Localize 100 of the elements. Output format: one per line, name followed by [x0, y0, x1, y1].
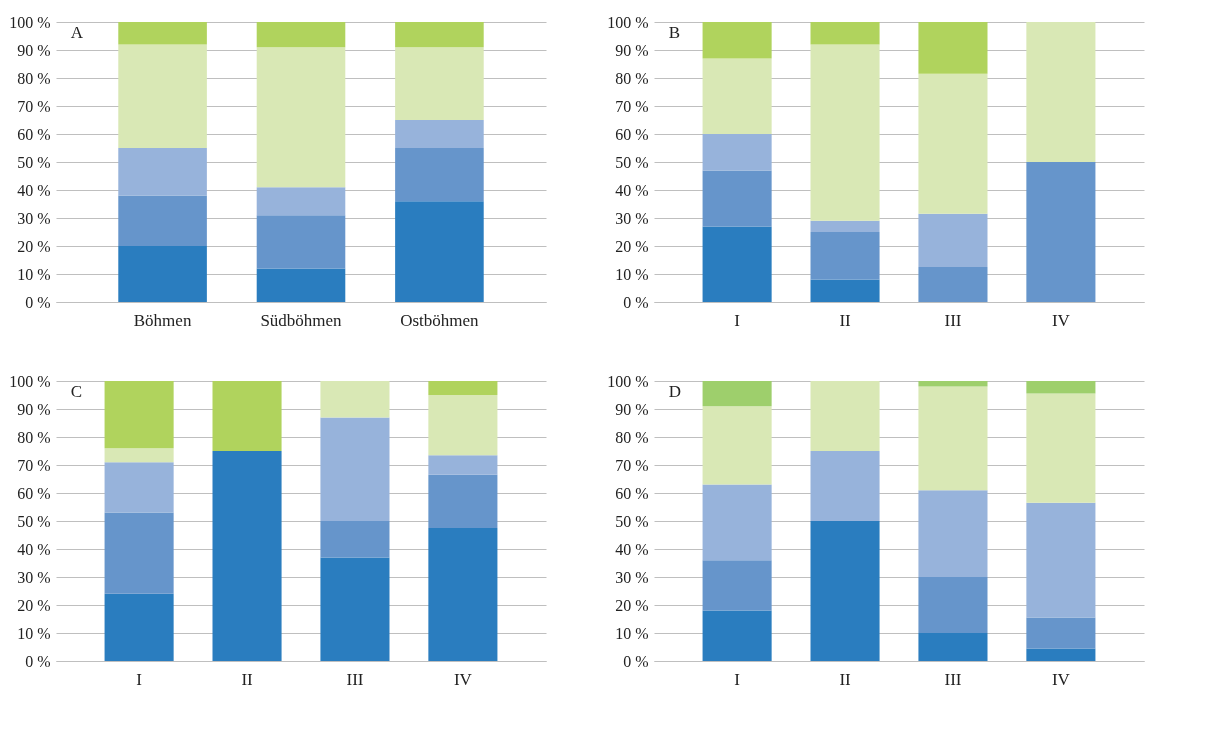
bar [702, 381, 772, 407]
x-tick-label: IV [1051, 310, 1071, 330]
bar [118, 22, 207, 45]
bar [320, 381, 390, 418]
y-tick-label: 30 % [17, 209, 51, 227]
x-tick-label: Südböhmen [260, 310, 343, 330]
bar [395, 22, 484, 48]
y-tick-label: 10 % [17, 265, 51, 283]
y-tick-label: 20 % [17, 596, 51, 614]
bar [702, 22, 772, 59]
x-tick-label: IV [453, 669, 473, 689]
y-tick-label: 90 % [615, 400, 649, 418]
bar [1026, 502, 1096, 618]
bar [104, 593, 174, 661]
x-tick-label: II [839, 310, 852, 330]
chart-title: B [668, 23, 681, 42]
y-tick-label: 10 % [17, 624, 51, 642]
x-tick-label: I [136, 669, 143, 689]
y-tick-label: 50 % [615, 512, 649, 530]
x-tick-label: III [944, 669, 962, 689]
bar [1026, 381, 1096, 394]
bar [428, 395, 498, 456]
y-tick-label: 30 % [615, 568, 649, 586]
bar [428, 381, 498, 395]
y-tick-label: 20 % [615, 596, 649, 614]
bar [702, 134, 772, 171]
y-tick-label: 80 % [17, 428, 51, 446]
x-tick-label: Ostböhmen [400, 310, 480, 330]
x-tick-label: IV [1051, 669, 1071, 689]
y-tick-label: 80 % [615, 69, 649, 87]
bar [104, 381, 174, 449]
chart-title: D [668, 382, 681, 401]
chart-title: A [70, 23, 84, 42]
y-tick-label: 90 % [17, 41, 51, 59]
x-tick-label: III [944, 310, 962, 330]
bar [810, 381, 880, 451]
chart-title: C [70, 382, 83, 401]
bar [118, 195, 207, 246]
y-tick-label: 30 % [17, 568, 51, 586]
y-tick-label: 40 % [615, 181, 649, 199]
y-tick-label: 70 % [615, 97, 649, 115]
bar [702, 406, 772, 485]
bar [702, 170, 772, 227]
bar [918, 213, 988, 267]
bar [256, 268, 346, 302]
y-tick-label: 0 % [25, 293, 51, 311]
bar [918, 73, 988, 214]
bar [1026, 648, 1096, 661]
y-tick-label: 50 % [615, 153, 649, 171]
y-tick-label: 50 % [17, 512, 51, 530]
bar [256, 215, 346, 269]
y-tick-label: 80 % [17, 69, 51, 87]
bar [810, 451, 880, 521]
bar [810, 22, 880, 45]
x-tick-label: II [241, 669, 254, 689]
bar [395, 120, 484, 148]
bar [810, 220, 880, 232]
bar [702, 610, 772, 661]
bar [320, 521, 390, 558]
bar [918, 386, 988, 491]
y-tick-label: 70 % [17, 456, 51, 474]
y-tick-label: 100 % [9, 13, 51, 31]
bar [810, 232, 880, 280]
bar [428, 474, 498, 528]
bar [104, 512, 174, 594]
y-tick-label: 20 % [17, 237, 51, 255]
y-tick-label: 80 % [615, 428, 649, 446]
y-tick-label: 20 % [615, 237, 649, 255]
bar [395, 148, 484, 202]
bar [918, 633, 988, 661]
bar [918, 381, 988, 387]
bar [104, 462, 174, 513]
y-tick-label: 40 % [17, 540, 51, 558]
y-tick-label: 100 % [607, 13, 649, 31]
bar [702, 560, 772, 611]
bar [918, 22, 988, 74]
bar [320, 417, 390, 521]
y-tick-label: 60 % [17, 125, 51, 143]
bar [118, 148, 207, 196]
x-tick-label: III [346, 669, 364, 689]
x-tick-label: I [734, 310, 741, 330]
y-tick-label: 90 % [615, 41, 649, 59]
bar [428, 455, 498, 475]
bar [810, 44, 880, 221]
bar [1026, 393, 1096, 503]
x-tick-label: Böhmen [133, 310, 192, 330]
y-tick-label: 40 % [17, 181, 51, 199]
bar [395, 47, 484, 120]
bar [810, 521, 880, 661]
y-tick-label: 100 % [9, 372, 51, 390]
y-tick-label: 0 % [25, 652, 51, 670]
y-tick-label: 30 % [615, 209, 649, 227]
y-tick-label: 70 % [17, 97, 51, 115]
bar [256, 187, 346, 216]
bar [256, 22, 346, 48]
bar [212, 451, 282, 661]
bar [428, 528, 498, 661]
y-tick-label: 100 % [607, 372, 649, 390]
y-tick-label: 60 % [17, 484, 51, 502]
bar [118, 246, 207, 302]
